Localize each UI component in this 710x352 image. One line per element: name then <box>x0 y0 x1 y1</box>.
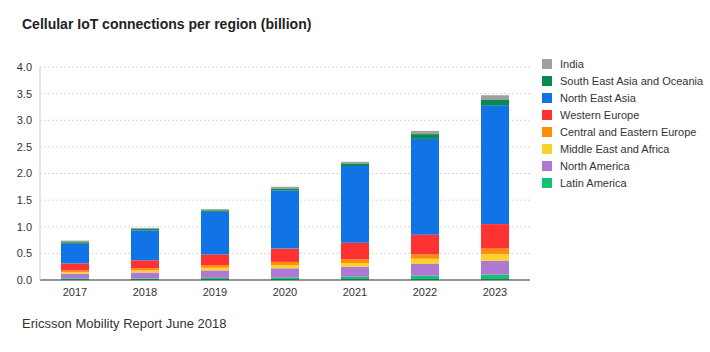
svg-text:4.0: 4.0 <box>17 61 32 73</box>
svg-text:3.5: 3.5 <box>17 88 32 100</box>
html-text:Cellular IoT connections per r: Cellular IoT connections per region (bil… <box>22 16 312 32</box>
svg-text:2017: 2017 <box>63 286 87 298</box>
html-text:Western Europe: Western Europe <box>560 108 640 121</box>
svg-text:2018: 2018 <box>133 286 157 298</box>
svg-text:1.5: 1.5 <box>17 194 32 206</box>
svg-text:2019: 2019 <box>203 286 227 298</box>
html-text:Central and Eastern Europe: Central and Eastern Europe <box>560 125 697 138</box>
svg-text:2020: 2020 <box>273 286 297 298</box>
svg-text:0.0: 0.0 <box>17 274 32 286</box>
html-text:South East Asia and Oceania: South East Asia and Oceania <box>560 74 704 87</box>
svg-text:2.5: 2.5 <box>17 141 32 153</box>
svg-text:2.0: 2.0 <box>17 167 32 179</box>
svg-text:2022: 2022 <box>413 286 437 298</box>
html-text:Latin America: Latin America <box>560 176 627 189</box>
html-text:India: India <box>560 57 584 70</box>
svg-text:1.0: 1.0 <box>17 221 32 233</box>
svg-text:2021: 2021 <box>343 286 367 298</box>
svg-text:2023: 2023 <box>483 286 507 298</box>
svg-text:3.0: 3.0 <box>17 114 32 126</box>
html-text:Ericsson Mobility Report June: Ericsson Mobility Report June 2018 <box>22 316 227 331</box>
html-text:Middle East and Africa: Middle East and Africa <box>560 142 670 155</box>
svg-text:0.5: 0.5 <box>17 247 32 259</box>
html-text:North America: North America <box>560 159 630 172</box>
html-text:North East Asia: North East Asia <box>560 91 636 104</box>
